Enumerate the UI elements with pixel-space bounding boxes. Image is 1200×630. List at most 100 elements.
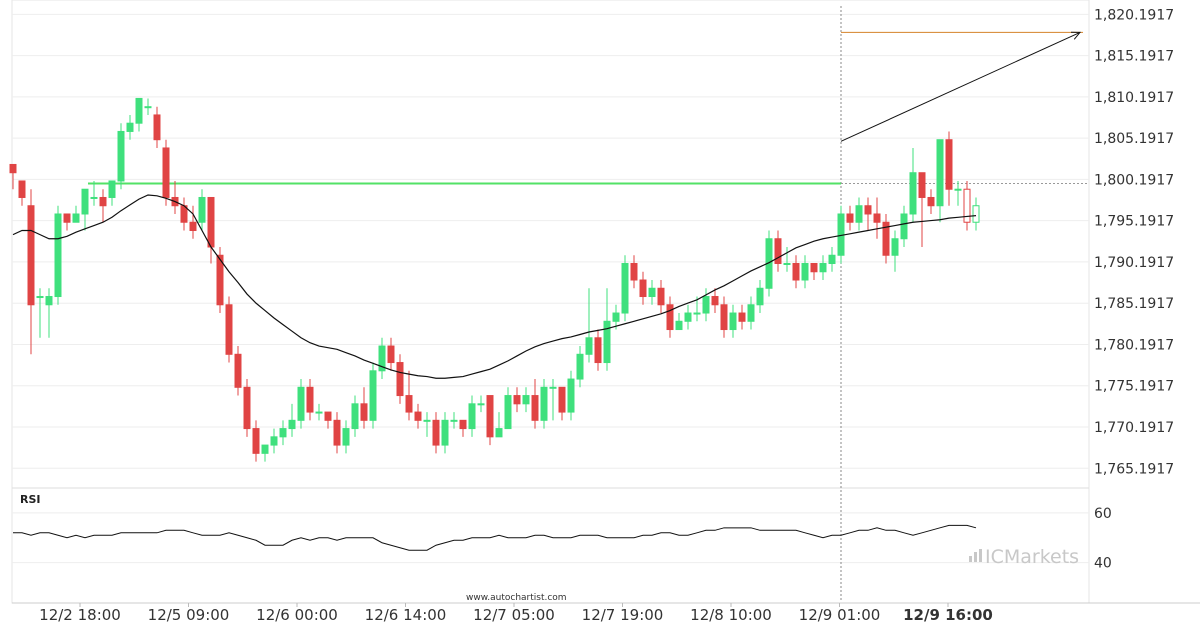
candle-body (477, 403, 485, 406)
candle-body (189, 221, 197, 231)
y-tick-label: 1,805.1917 (1094, 131, 1174, 147)
candle-body (162, 147, 170, 198)
x-tick-label: 12/9 01:00 (799, 606, 881, 624)
candle-body (972, 205, 980, 223)
y-tick-label: 1,775.1917 (1094, 379, 1174, 395)
candle-body (864, 205, 872, 215)
candle-body (630, 263, 638, 281)
candle-body (819, 263, 827, 273)
candle-body (585, 337, 593, 355)
candle-body (963, 188, 971, 223)
candle-body (675, 320, 683, 331)
candle-body (27, 205, 35, 306)
candle-body (423, 419, 431, 422)
candle-body (702, 296, 710, 314)
candle-body (198, 196, 206, 223)
candle-body (297, 386, 305, 421)
candle-body (468, 403, 476, 430)
candle-body (45, 296, 53, 306)
candle-body (909, 172, 917, 215)
candle-body (99, 196, 107, 207)
x-tick-label: 12/9 16:00 (903, 606, 993, 624)
candle-body (828, 254, 836, 265)
x-tick-label: 12/6 14:00 (365, 606, 447, 624)
candle-body (846, 213, 854, 223)
candles (9, 97, 980, 462)
candle-body (270, 436, 278, 446)
candle-body (810, 263, 818, 273)
candle-body (801, 263, 809, 281)
projection (840, 31, 1083, 142)
candle-body (738, 312, 746, 322)
candle-body (882, 221, 890, 256)
candle-body (540, 386, 548, 421)
candle-body (855, 205, 863, 223)
candle-body (513, 395, 521, 405)
candle-body (342, 428, 350, 446)
candle-body (945, 139, 953, 190)
candle-body (36, 296, 44, 299)
candle-body (504, 395, 512, 430)
candle-body (351, 403, 359, 430)
candle-body (558, 386, 566, 413)
candle-body (603, 320, 611, 364)
brand-name: ICMarkets (985, 546, 1079, 568)
candle-body (306, 386, 314, 413)
candle-body (891, 238, 899, 256)
source-watermark: www.autochartist.com (466, 593, 567, 603)
x-tick-label: 12/6 00:00 (256, 606, 338, 624)
candle-body (720, 304, 728, 331)
candle-body (324, 411, 332, 421)
candle-body (9, 163, 17, 174)
candle-body (432, 419, 440, 446)
candle-body (756, 287, 764, 306)
candle-body (360, 403, 368, 421)
brand-logo: ICMarkets (969, 546, 1079, 568)
candle-body (117, 130, 125, 182)
candle-body (90, 196, 98, 199)
y-tick-label: 1,795.1917 (1094, 214, 1174, 230)
candle-body (135, 97, 143, 124)
candle-body (567, 378, 575, 413)
candle-body (288, 419, 296, 430)
x-tick-label: 12/8 10:00 (690, 606, 772, 624)
candle-body (873, 213, 881, 223)
projection-arrow-line (840, 31, 1081, 142)
candle-body (63, 213, 71, 223)
candle-body (153, 114, 161, 141)
candle-body (459, 419, 467, 430)
candle-body (954, 188, 962, 191)
candle-body (639, 279, 647, 298)
rsi-line (13, 524, 977, 551)
grid (11, 0, 1200, 604)
candle-body (126, 122, 134, 132)
x-axis-labels: 12/2 18:00 12/5 09:00 12/6 00:00 12/6 14:00… (39, 603, 993, 624)
x-tick-label: 12/7 05:00 (473, 606, 555, 624)
candle-body (279, 428, 287, 438)
y-tick-label: 1,810.1917 (1094, 90, 1174, 106)
candle-body (657, 287, 665, 306)
moving-average-polyline (12, 194, 977, 379)
candle-body (144, 106, 152, 109)
moving-average-line (12, 194, 977, 379)
rsi-panel: 60 40 (13, 506, 1112, 572)
candle-body (927, 196, 935, 207)
candle-body (729, 312, 737, 331)
candle-body (234, 353, 242, 388)
candle-body (747, 304, 755, 322)
x-tick-label: 12/5 09:00 (148, 606, 230, 624)
candle-body (72, 213, 80, 223)
y-tick-label: 1,785.1917 (1094, 296, 1174, 312)
candle-body (261, 444, 269, 454)
y-tick-label: 1,820.1917 (1094, 7, 1174, 23)
candle-body (783, 263, 791, 266)
candle-body (225, 304, 233, 355)
candle-body (594, 337, 602, 364)
candle-body (648, 287, 656, 298)
projection-arrow-head (1070, 31, 1082, 40)
candle-body (405, 395, 413, 413)
candle-body (216, 254, 224, 306)
y-tick-label: 1,770.1917 (1094, 420, 1174, 436)
candle-body (369, 370, 377, 421)
